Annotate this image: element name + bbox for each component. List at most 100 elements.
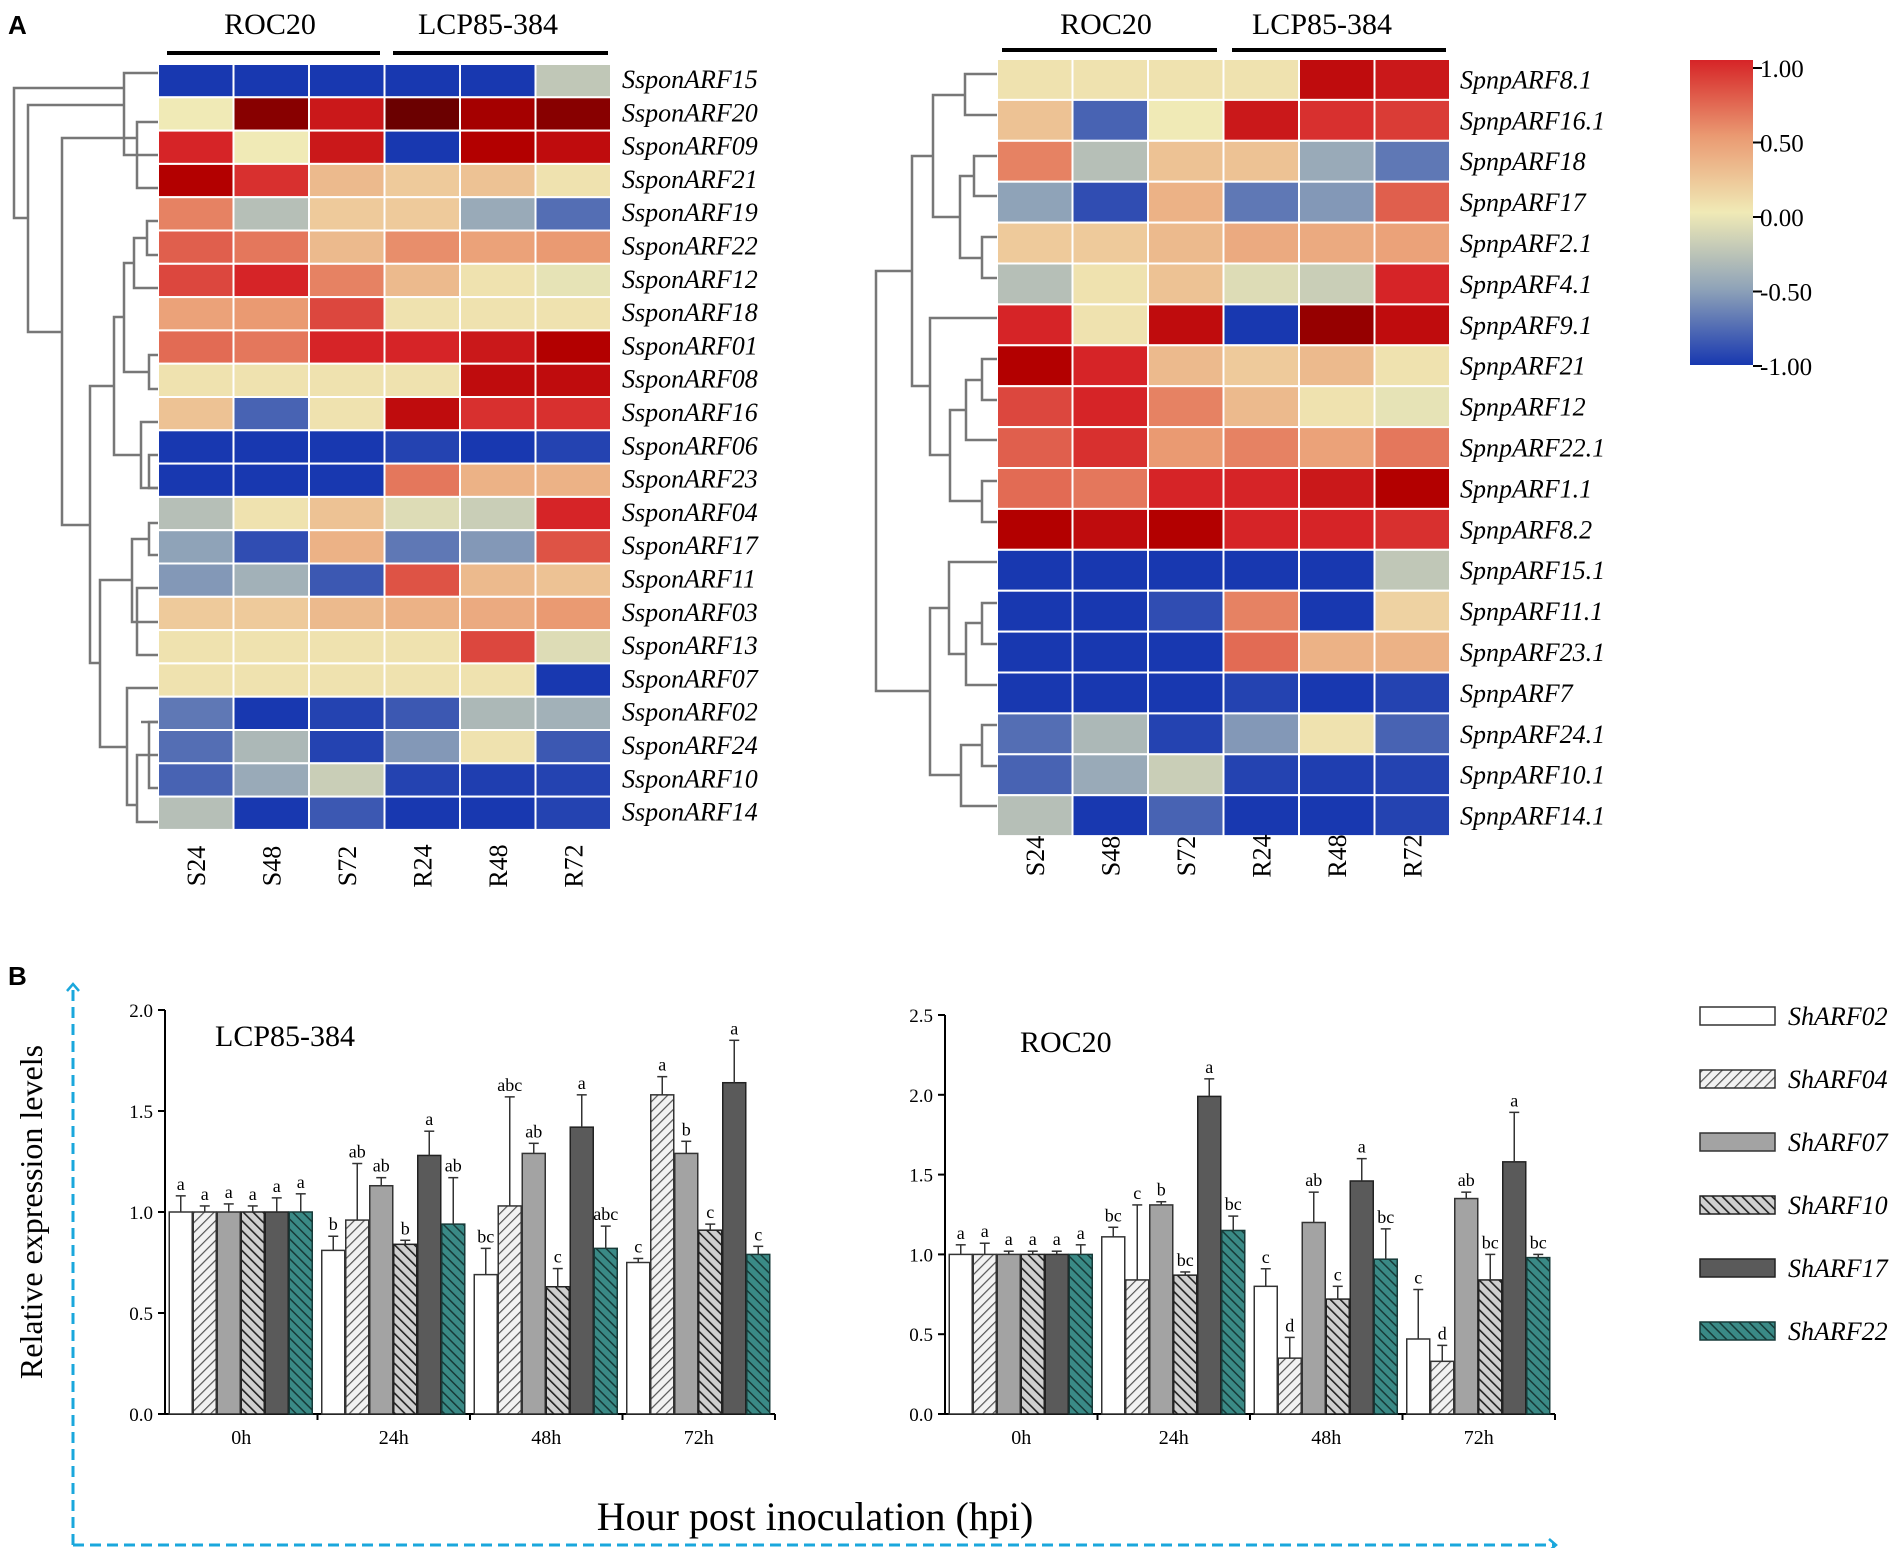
heatmap_left-cell-19-3 (383, 695, 461, 732)
heatmap-left-row-labels: SsponARF15 SsponARF20 SsponARF09 SsponARF21… (622, 65, 759, 827)
bar-ShARF04-48h (497, 1205, 522, 1415)
heatmap_left-cell-7-5 (534, 296, 612, 332)
heatmap_left-cell-5-3 (383, 229, 461, 265)
heatmap_right-row-label: SpnpARF7 (1460, 679, 1574, 708)
colorbar-tick-label: 0.00 (1760, 205, 1804, 232)
heatmap_right-cell-8-4 (1298, 385, 1376, 429)
bar-ShARF10-72h (1478, 1279, 1503, 1415)
panel-letter-b: B (8, 961, 27, 991)
significance-letter: c (754, 1224, 762, 1244)
heatmap_left-cell-5-5 (534, 229, 612, 265)
x-tick-label: 48h (531, 1427, 561, 1449)
heatmap-left-column-labels: S24 S48 S72 R24 R48 R72 (182, 844, 589, 887)
heatmap_right-cell-0-2 (1147, 58, 1225, 101)
x-tick-label: 24h (1159, 1427, 1189, 1449)
heatmap_right-column-label: S24 (1021, 836, 1050, 876)
heatmap-left-group-roc20: ROC20 (224, 8, 316, 41)
heatmap_right-cell-16-3 (1222, 712, 1300, 756)
heatmap_left-cell-16-4 (459, 595, 537, 632)
legend-swatch-ShARF07 (1699, 1132, 1776, 1152)
heatmap_left-cell-7-1 (232, 296, 310, 332)
heatmap_left-row-label: SsponARF17 (622, 531, 759, 560)
heatmap_right-cell-6-2 (1147, 303, 1225, 347)
bar-ShARF10-24h (393, 1243, 418, 1415)
heatmap_right-cell-17-5 (1373, 753, 1451, 797)
heatmap_left-cell-22-4 (459, 795, 537, 831)
significance-letter: c (1133, 1183, 1141, 1203)
heatmap_left-cell-4-3 (383, 196, 461, 232)
x-tick-label: 0h (1011, 1427, 1031, 1449)
heatmap_right-cell-17-3 (1222, 753, 1300, 797)
legend-swatch-ShARF04 (1699, 1069, 1776, 1089)
heatmap_left-cell-16-3 (383, 595, 461, 632)
bar-ShARF17-24h (417, 1154, 442, 1415)
heatmap_left-cell-21-4 (459, 762, 537, 798)
heatmap_left-cell-16-1 (232, 595, 310, 632)
significance-letter: ab (445, 1156, 462, 1176)
panel-letter-a: A (8, 10, 27, 40)
heatmap_left-cell-2-1 (232, 129, 310, 165)
colorbar-ticks: 1.00 0.50 0.00 -0.50 -1.00 (1753, 56, 1812, 381)
heatmap_right-cell-12-0 (996, 548, 1074, 592)
shared-axes: Relative expression levels Hour post ino… (13, 982, 1558, 1548)
heatmap_right-cell-14-1 (1071, 630, 1149, 674)
heatmap_left-cell-4-2 (308, 196, 386, 232)
heatmap-right-dendrogram (874, 72, 997, 808)
heatmap_right-cell-6-1 (1071, 303, 1149, 347)
heatmap_left-cell-4-1 (232, 196, 310, 232)
heatmap_left-cell-19-0 (157, 695, 235, 732)
heatmap_left-cell-22-5 (534, 795, 612, 831)
significance-letter: a (273, 1176, 281, 1196)
bar-ShARF22-24h (1221, 1229, 1246, 1415)
y-tick-label: 2.0 (129, 1001, 153, 1022)
heatmap_left-cell-22-1 (232, 795, 310, 831)
bar-ShARF07-48h (1301, 1221, 1326, 1415)
heatmap_left-cell-13-0 (157, 495, 235, 532)
heatmap_left-cell-2-4 (459, 129, 537, 165)
heatmap_left-cell-14-1 (232, 529, 310, 565)
heatmap_right-cell-0-0 (996, 58, 1074, 101)
heatmap_left-cell-11-4 (459, 429, 537, 465)
bar-ShARF02-0h (168, 1211, 193, 1415)
heatmap_right-row-label: SpnpARF24.1 (1460, 720, 1605, 749)
heatmap_left-row-label: SsponARF20 (622, 98, 758, 127)
heatmap_right-cell-15-0 (996, 671, 1074, 715)
heatmap_left-row-label: SsponARF23 (622, 465, 758, 494)
heatmap_right-cell-5-4 (1298, 262, 1376, 306)
heatmap_right-cell-14-4 (1298, 630, 1376, 674)
y-tick-label: 2.0 (909, 1086, 933, 1107)
heatmap_right-cell-15-4 (1298, 671, 1376, 715)
heatmap-right-group-roc20: ROC20 (1060, 8, 1152, 41)
heatmap_right-cell-6-3 (1222, 303, 1300, 347)
heatmap_right-row-label: SpnpARF10.1 (1460, 761, 1605, 790)
heatmap_right-cell-1-3 (1222, 98, 1300, 142)
significance-letter: a (730, 1018, 738, 1038)
heatmap_left-cell-18-1 (232, 662, 310, 698)
heatmap_right-cell-7-1 (1071, 344, 1149, 388)
heatmap_right-cell-5-5 (1373, 262, 1451, 306)
heatmap_right-column-label: R24 (1247, 834, 1276, 877)
heatmap_right-row-label: SpnpARF9.1 (1460, 311, 1592, 340)
heatmap_left-cell-9-4 (459, 362, 537, 399)
heatmap_left-cell-18-3 (383, 662, 461, 698)
heatmap_left-cell-15-3 (383, 562, 461, 598)
y-axis-title: Relative expression levels (13, 1045, 49, 1379)
heatmap_left-cell-21-1 (232, 762, 310, 798)
heatmap_left-cell-15-2 (308, 562, 386, 598)
heatmap_left-cell-13-2 (308, 495, 386, 532)
heatmap_left-cell-12-2 (308, 462, 386, 498)
significance-letter: a (249, 1184, 257, 1204)
heatmap_right-cell-2-2 (1147, 139, 1225, 183)
legend-swatch-ShARF17 (1699, 1258, 1776, 1278)
heatmap_right-cell-15-5 (1373, 671, 1451, 715)
bar-ShARF07-24h (1149, 1204, 1174, 1415)
legend-swatch-ShARF10 (1699, 1195, 1776, 1215)
heatmap_left-cell-2-2 (308, 129, 386, 165)
significance-letter: bc (1482, 1232, 1499, 1252)
colorbar-tick-label: 0.50 (1760, 131, 1804, 158)
heatmap_left-cell-12-0 (157, 462, 235, 498)
bar-ShARF22-72h (746, 1253, 771, 1415)
heatmap_right-cell-15-2 (1147, 671, 1225, 715)
significance-letter: bc (1225, 1194, 1242, 1214)
significance-letter: a (225, 1182, 233, 1202)
